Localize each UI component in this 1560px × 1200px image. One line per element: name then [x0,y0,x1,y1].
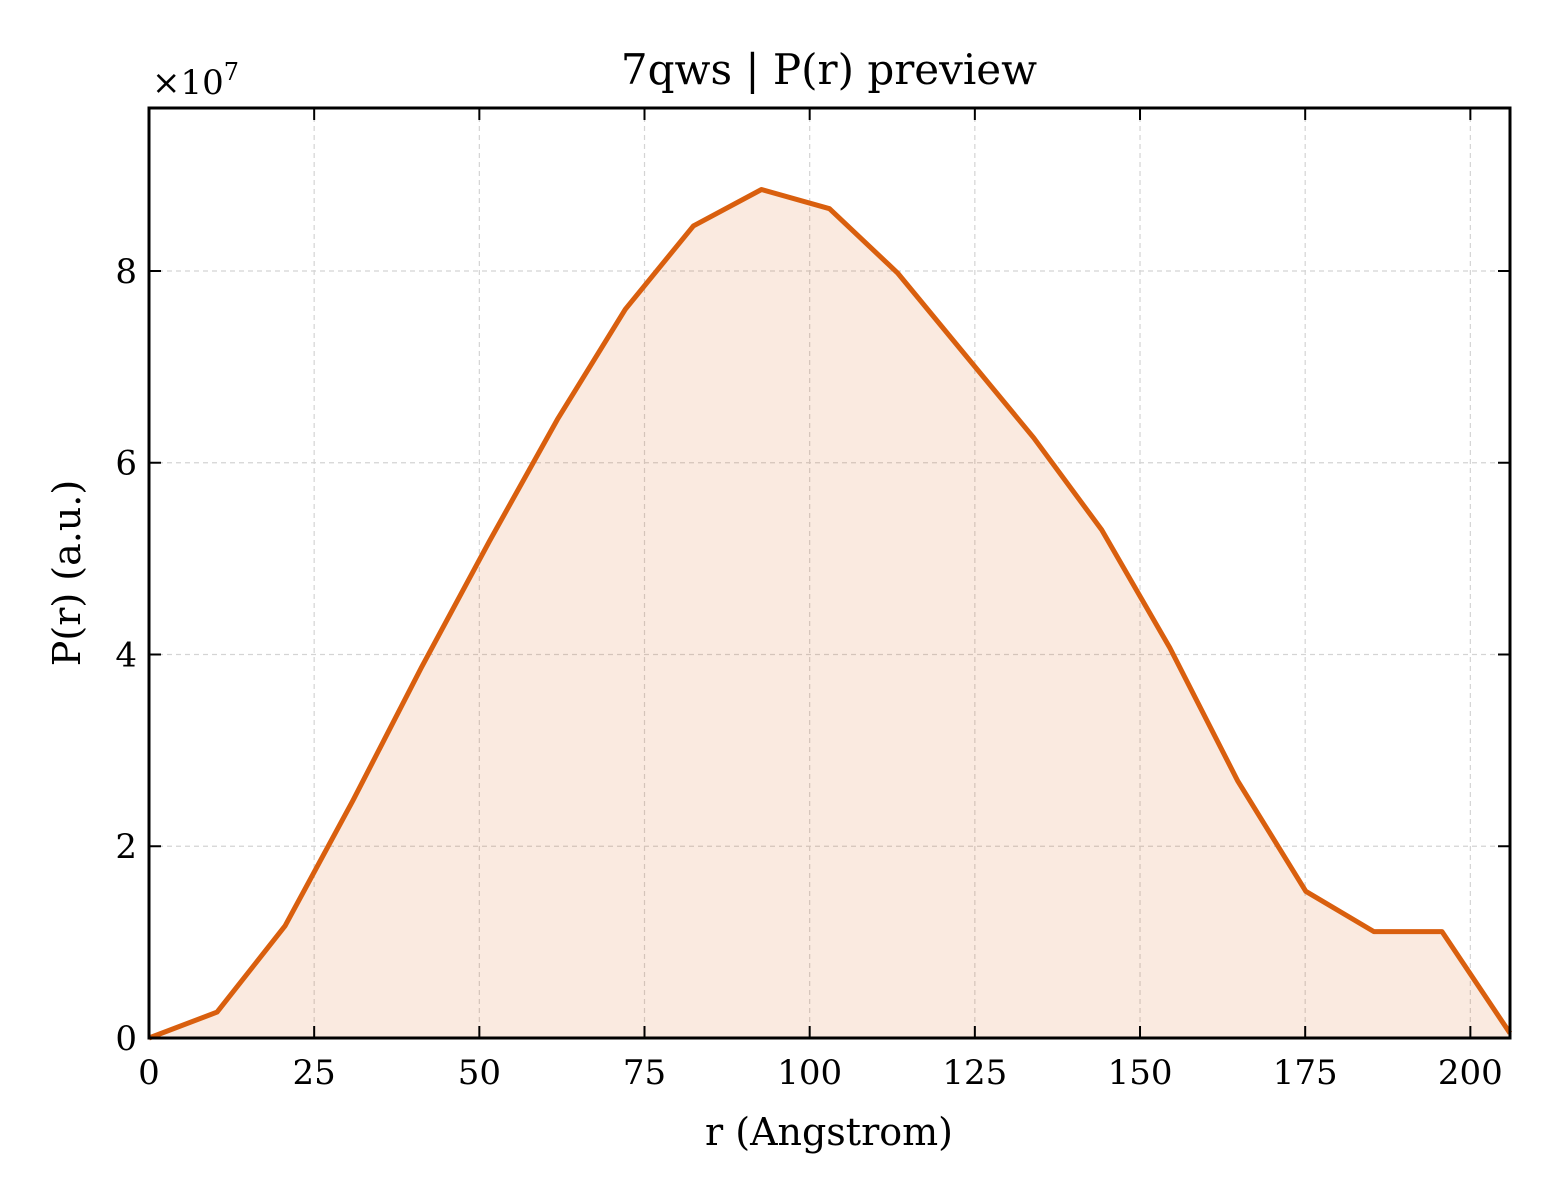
x-axis-label: r (Angstrom) [705,1110,953,1154]
y-scale-multiplier: ×107 [152,58,239,103]
x-tick-label: 125 [942,1053,1007,1093]
y-tick-label: 8 [115,252,137,292]
y-scale-base: ×10 [152,63,224,103]
series-area-fill [149,189,1510,1038]
x-tick-label: 100 [777,1053,842,1093]
y-tick-label: 6 [115,444,137,484]
y-tick-label: 2 [115,827,137,867]
series-line [148,187,1513,1041]
x-tick-label: 175 [1273,1053,1338,1093]
x-tick-label: 200 [1438,1053,1503,1093]
x-tick-label: 150 [1108,1053,1173,1093]
x-tick-label: 75 [623,1053,666,1093]
grid [148,108,1510,1039]
y-tick-label: 0 [115,1019,137,1059]
x-tick-label: 0 [138,1053,160,1093]
x-axis: 0 25 50 75 100 125 150 175 200 [138,108,1503,1093]
y-scale-exponent: 7 [224,58,239,86]
y-tick-label: 4 [115,635,137,675]
x-tick-label: 50 [458,1053,501,1093]
x-tick-label: 25 [293,1053,336,1093]
plot-frame [147,106,1512,1040]
chart-title: 7qws | P(r) preview [621,45,1037,94]
y-axis-label: P(r) (a.u.) [45,480,89,666]
y-axis: 0 2 4 6 8 [115,252,1510,1059]
